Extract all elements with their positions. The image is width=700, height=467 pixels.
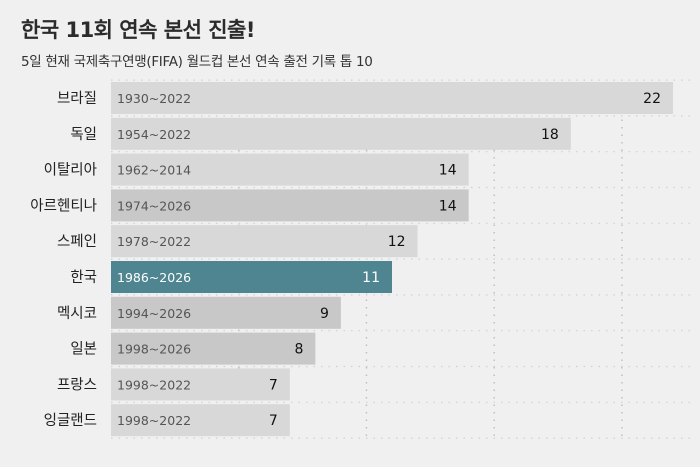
bar — [111, 225, 418, 258]
bar — [111, 153, 469, 186]
bar — [111, 261, 392, 293]
category-label: 멕시코 — [57, 305, 97, 322]
value-label: 18 — [541, 127, 559, 143]
bar — [111, 296, 341, 329]
value-label: 12 — [388, 234, 406, 250]
bar — [111, 82, 673, 114]
category-label: 프랑스 — [57, 376, 97, 393]
category-label: 잉글랜드 — [44, 412, 97, 429]
period-label: 1930~2022 — [117, 91, 191, 106]
period-label: 1974~2026 — [117, 198, 191, 213]
category-label: 한국 — [70, 269, 97, 286]
bar — [111, 368, 290, 401]
period-label: 1998~2022 — [117, 377, 191, 392]
value-label: 11 — [362, 270, 380, 286]
category-label: 일본 — [70, 341, 97, 358]
period-label: 1994~2026 — [117, 306, 191, 321]
chart-title: 한국 11회 연속 본선 진출! — [21, 18, 255, 42]
value-label: 9 — [320, 306, 329, 322]
bar — [111, 404, 290, 437]
category-label: 브라질 — [57, 90, 97, 107]
period-label: 1978~2022 — [117, 234, 191, 249]
value-label: 8 — [294, 342, 303, 358]
value-label: 22 — [643, 91, 661, 107]
value-label: 7 — [269, 377, 278, 393]
bar — [111, 332, 316, 365]
period-label: 1986~2026 — [117, 270, 191, 285]
category-label: 이탈리아 — [44, 162, 97, 179]
category-label: 독일 — [70, 126, 97, 143]
bar — [111, 117, 571, 150]
bar — [111, 189, 469, 222]
category-label: 스페인 — [57, 233, 97, 250]
value-label: 14 — [439, 163, 457, 179]
category-label: 아르헨티나 — [30, 197, 97, 214]
period-label: 1998~2026 — [117, 342, 191, 357]
period-label: 1962~2014 — [117, 163, 191, 178]
period-label: 1954~2022 — [117, 127, 191, 142]
value-label: 14 — [439, 198, 457, 214]
chart-subtitle: 5일 현재 국제축구연맹(FIFA) 월드컵 본선 연속 출전 기록 톱 10 — [21, 54, 373, 70]
value-label: 7 — [269, 413, 278, 429]
period-label: 1998~2022 — [117, 413, 191, 428]
